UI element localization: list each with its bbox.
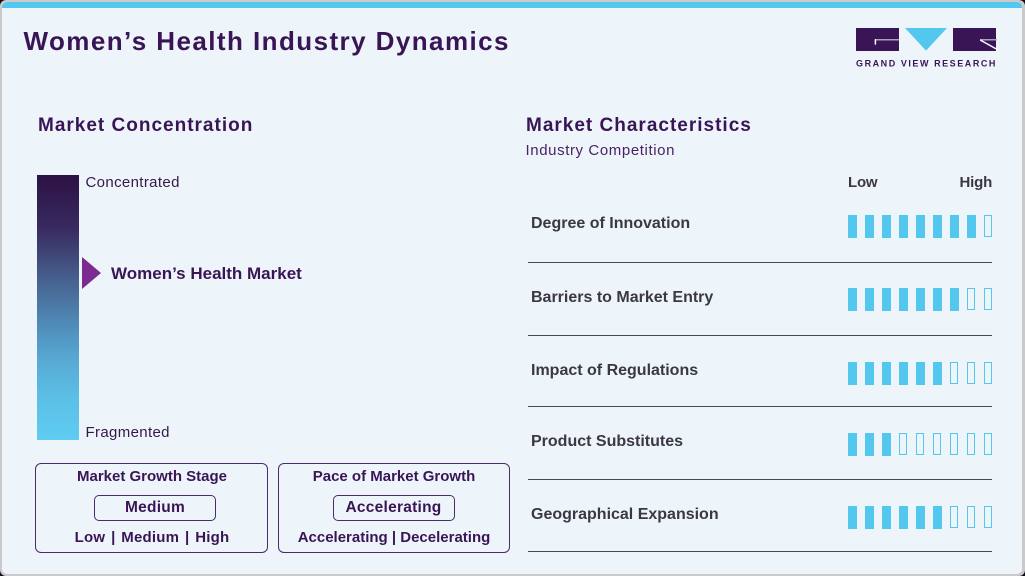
svg-text:GRAND VIEW RESEARCH: GRAND VIEW RESEARCH bbox=[856, 59, 997, 69]
